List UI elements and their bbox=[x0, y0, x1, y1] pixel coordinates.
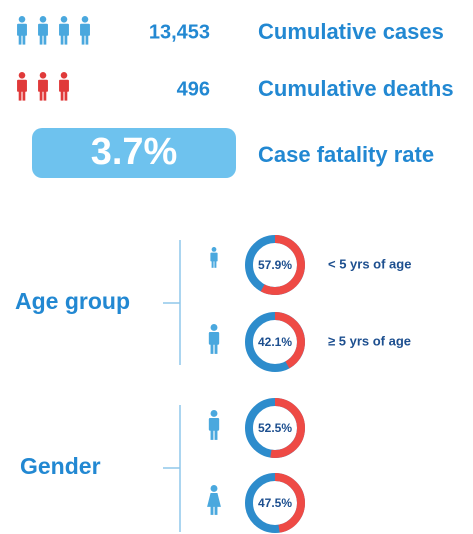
person-icon bbox=[59, 79, 69, 92]
person-icon bbox=[43, 90, 47, 101]
person-icon bbox=[38, 79, 48, 92]
person-icon bbox=[211, 260, 214, 268]
person-icon bbox=[60, 15, 68, 23]
person-icon bbox=[39, 90, 43, 101]
person-icon bbox=[210, 504, 214, 515]
person-icon bbox=[18, 72, 26, 79]
cfr-label: Case fatality rate bbox=[258, 142, 434, 167]
ring-percent: 47.5% bbox=[258, 496, 292, 510]
person-icon bbox=[214, 429, 218, 440]
person-icon bbox=[210, 252, 218, 262]
person-icon bbox=[18, 15, 26, 23]
person-icon bbox=[214, 343, 218, 354]
person-icon bbox=[207, 493, 221, 507]
person-icon bbox=[17, 79, 27, 92]
ring-label: ≥ 5 yrs of age bbox=[328, 333, 411, 348]
person-icon bbox=[208, 332, 220, 345]
ring-arc bbox=[270, 398, 305, 458]
age-title: Age group bbox=[15, 288, 130, 314]
ring-arc bbox=[274, 312, 305, 369]
person-icon bbox=[81, 34, 85, 45]
ring-arc bbox=[274, 473, 305, 533]
person-icon bbox=[22, 90, 26, 101]
ring-percent: 57.9% bbox=[258, 258, 292, 272]
cfr-value: 3.7% bbox=[91, 131, 178, 173]
person-icon bbox=[22, 34, 26, 45]
person-icon bbox=[38, 23, 48, 36]
person-icon bbox=[18, 34, 22, 45]
person-icon bbox=[60, 34, 64, 45]
ring-arc bbox=[260, 235, 305, 295]
person-icon bbox=[59, 23, 69, 36]
cases-label: Cumulative cases bbox=[258, 19, 444, 44]
person-icon bbox=[85, 34, 89, 45]
person-icon bbox=[18, 90, 22, 101]
person-icon bbox=[60, 72, 68, 79]
deaths-label: Cumulative deaths bbox=[258, 76, 454, 101]
person-icon bbox=[81, 15, 89, 23]
ring-percent: 52.5% bbox=[258, 421, 292, 435]
person-icon bbox=[208, 418, 220, 431]
person-icon bbox=[214, 260, 217, 268]
person-icon bbox=[39, 15, 47, 23]
cases-value: 13,453 bbox=[149, 21, 210, 43]
cfr-box bbox=[32, 128, 236, 178]
person-icon bbox=[64, 34, 68, 45]
person-icon bbox=[39, 72, 47, 79]
person-icon bbox=[80, 23, 90, 36]
gender-title: Gender bbox=[20, 453, 101, 479]
person-icon bbox=[210, 410, 218, 417]
person-icon bbox=[60, 90, 64, 101]
ring-label: < 5 yrs of age bbox=[328, 256, 411, 271]
person-icon bbox=[210, 343, 214, 354]
person-icon bbox=[211, 247, 217, 252]
deaths-value: 496 bbox=[177, 78, 210, 100]
person-icon bbox=[39, 34, 43, 45]
person-icon bbox=[210, 485, 218, 492]
person-icon bbox=[43, 34, 47, 45]
ring-percent: 42.1% bbox=[258, 335, 292, 349]
person-icon bbox=[210, 429, 214, 440]
person-icon bbox=[64, 90, 68, 101]
person-icon bbox=[210, 324, 218, 331]
person-icon bbox=[214, 504, 218, 515]
person-icon bbox=[17, 23, 27, 36]
